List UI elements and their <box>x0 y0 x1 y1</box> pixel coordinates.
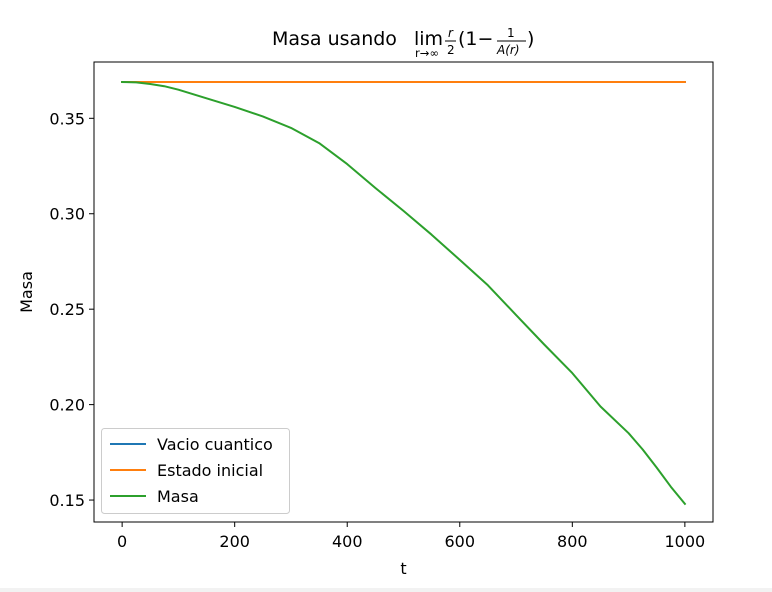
title-fraction-numerator: r <box>448 26 454 40</box>
plot-frame <box>93 61 714 523</box>
bottom-strip <box>0 588 772 592</box>
y-tick-label: 0.25 <box>49 300 85 319</box>
legend-label-masa: Masa <box>157 487 199 506</box>
title-lim-subscript: r→∞ <box>415 46 439 60</box>
x-tick-label: 200 <box>219 532 250 551</box>
y-tick-label: 0.20 <box>49 396 85 415</box>
x-axis-label: t <box>400 559 406 578</box>
legend-label-vacio-cuantico: Vacio cuantico <box>157 435 273 454</box>
x-tick-label: 400 <box>332 532 363 551</box>
title-inner-numerator: 1 <box>507 26 515 40</box>
series-layer <box>121 80 687 506</box>
legend: Vacio cuantico Estado inicial Masa <box>101 428 290 514</box>
title-prefix: Masa usando <box>272 28 397 50</box>
chart-title: Masa usando lim r→∞ r 2 (1− 1 A(r) ) <box>272 26 534 60</box>
title-paren-close: ) <box>527 28 534 50</box>
title-inner-denominator: A(r) <box>496 43 520 57</box>
legend-box <box>101 428 290 514</box>
title-fraction-denominator: 2 <box>447 43 455 57</box>
y-tick-label: 0.30 <box>49 205 85 224</box>
title-paren-open: (1− <box>458 28 493 50</box>
x-tick-label: 800 <box>557 532 588 551</box>
x-tick-label: 1000 <box>665 532 706 551</box>
legend-label-estado-inicial: Estado inicial <box>157 461 263 480</box>
x-tick-label: 600 <box>444 532 475 551</box>
x-tick-label: 0 <box>117 532 127 551</box>
x-axis: 0 200 400 600 800 1000 <box>117 522 705 551</box>
series-line-masa <box>121 80 687 506</box>
title-lim: lim <box>414 28 443 50</box>
y-axis-label: Masa <box>17 271 36 313</box>
y-tick-label: 0.35 <box>49 109 85 128</box>
y-tick-label: 0.15 <box>49 491 85 510</box>
y-axis: 0.15 0.20 0.25 0.30 0.35 <box>49 109 94 510</box>
